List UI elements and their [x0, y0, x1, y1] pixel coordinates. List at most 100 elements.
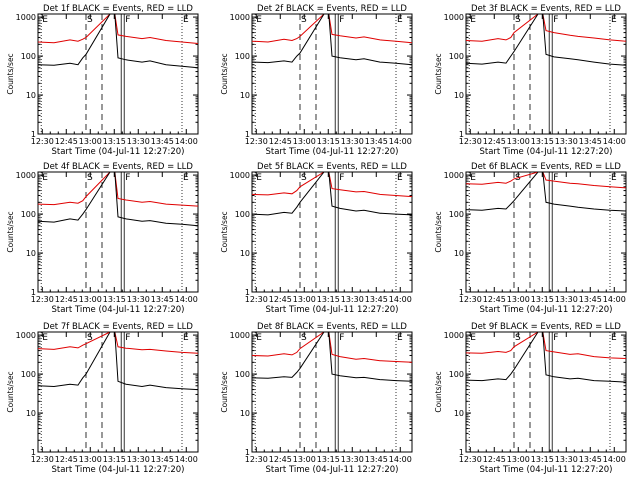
f-marker-label: F: [339, 15, 344, 25]
y-tick-label: 1000: [230, 171, 250, 180]
x-axis-label: Start Time (04-Jul-11 12:27:20): [52, 147, 185, 157]
y-tick-label: 1000: [444, 171, 464, 180]
x-tick-label: 14:00: [389, 137, 412, 146]
lld-series-line: [466, 332, 626, 359]
y-axis-label: Counts/sec: [6, 211, 15, 252]
e-marker-label: E: [397, 173, 403, 183]
y-axis-label: Counts/sec: [6, 53, 15, 94]
y-tick-label: 1000: [230, 331, 250, 340]
x-tick-label: 13:45: [151, 295, 174, 304]
series-group: [38, 172, 198, 227]
x-tick-label: 13:00: [507, 455, 530, 464]
plot-frame: [251, 171, 413, 293]
x-tick-label: 13:45: [579, 137, 602, 146]
lld-series-line: [466, 14, 626, 42]
y-tick-label: 100: [235, 370, 250, 379]
x-tick-label: 13:45: [151, 455, 174, 464]
x-tick-label: 14:00: [389, 295, 412, 304]
s-marker-label: S: [301, 173, 307, 183]
y-axis-label: Counts/sec: [434, 53, 443, 94]
y-tick-label: 100: [235, 52, 250, 61]
plot-frame: [465, 331, 627, 453]
marker-lines: [254, 14, 397, 134]
plot-panel-4: Det 4f BLACK = Events, RED = LLD 1000 100 1…: [6, 162, 199, 315]
y-tick-label: 10: [454, 409, 464, 418]
x-tick-label: 12:30: [31, 455, 54, 464]
x-axis-label: Start Time (04-Jul-11 12:27:20): [52, 465, 185, 475]
marker-lines: [40, 14, 183, 134]
y-tick-label: 1: [31, 130, 36, 139]
x-tick-label: 13:15: [531, 295, 554, 304]
f-marker-label: F: [553, 333, 558, 343]
y-tick-label: 1000: [16, 13, 36, 22]
e-marker-label: E: [611, 15, 617, 25]
events-series-line: [38, 14, 198, 69]
f-marker-label: F: [339, 333, 344, 343]
s-marker-label: S: [87, 15, 93, 25]
y-tick-label: 1: [245, 130, 250, 139]
plot-panel-2: Det 2f BLACK = Events, RED = LLD 1000 100 1…: [220, 4, 413, 157]
marker-lines: [254, 172, 397, 292]
y-tick-label: 10: [240, 91, 250, 100]
x-tick-label: 12:45: [483, 455, 506, 464]
x-tick-label: 13:45: [365, 455, 388, 464]
y-axis-label: Counts/sec: [434, 371, 443, 412]
y-tick-label: 10: [454, 249, 464, 258]
plot-frame: [37, 13, 199, 135]
events-series-line: [466, 14, 626, 66]
lld-series-line: [252, 14, 412, 44]
e-marker-label: E: [611, 333, 617, 343]
x-tick-label: 12:45: [269, 137, 292, 146]
plot-title: Det 2f BLACK = Events, RED = LLD: [257, 4, 407, 14]
x-tick-label: 13:30: [127, 137, 150, 146]
x-tick-label: 13:45: [365, 137, 388, 146]
x-tick-label: 13:30: [341, 137, 364, 146]
f-marker-label: F: [125, 15, 130, 25]
lld-series-line: [252, 172, 412, 198]
e-marker-label: E: [470, 333, 476, 343]
x-tick-label: 13:30: [555, 455, 578, 464]
events-series-line: [252, 14, 412, 66]
f-marker-label: F: [553, 173, 558, 183]
plot-panel-5: Det 5f BLACK = Events, RED = LLD 1000 100 1…: [220, 162, 413, 315]
x-tick-label: 13:15: [531, 455, 554, 464]
y-tick-label: 1000: [16, 171, 36, 180]
plot-panel-9: Det 9f BLACK = Events, RED = LLD 1000 100 1…: [434, 322, 627, 475]
x-axis-label: Start Time (04-Jul-11 12:27:20): [480, 305, 613, 315]
y-tick-label: 10: [26, 409, 36, 418]
plot-panel-1: Det 1f BLACK = Events, RED = LLD 1000 100 1…: [6, 4, 199, 157]
lld-series-line: [252, 332, 412, 363]
y-tick-label: 100: [449, 52, 464, 61]
plot-panel-8: Det 8f BLACK = Events, RED = LLD 1000 100 1…: [220, 322, 413, 475]
e-marker-label: E: [397, 333, 403, 343]
series-group: [466, 172, 626, 212]
x-tick-label: 12:30: [245, 137, 268, 146]
x-tick-label: 12:45: [483, 295, 506, 304]
plot-title: Det 6f BLACK = Events, RED = LLD: [471, 162, 621, 172]
events-series-line: [252, 172, 412, 216]
y-tick-label: 1000: [444, 331, 464, 340]
e-marker-label: E: [470, 173, 476, 183]
x-tick-label: 12:30: [31, 295, 54, 304]
series-group: [38, 332, 198, 391]
y-tick-label: 100: [235, 210, 250, 219]
e-marker-label: E: [397, 15, 403, 25]
x-tick-label: 13:00: [79, 137, 102, 146]
y-axis-label: Counts/sec: [220, 211, 229, 252]
x-tick-label: 13:00: [507, 137, 530, 146]
y-tick-label: 1000: [230, 13, 250, 22]
plot-frame: [37, 171, 199, 293]
y-axis-label: Counts/sec: [434, 211, 443, 252]
e-marker-label: E: [42, 333, 48, 343]
x-tick-label: 14:00: [175, 455, 198, 464]
events-series-line: [466, 172, 626, 212]
plot-title: Det 9f BLACK = Events, RED = LLD: [471, 322, 621, 332]
y-tick-label: 1: [31, 448, 36, 457]
x-tick-label: 12:45: [55, 295, 78, 304]
plot-title: Det 1f BLACK = Events, RED = LLD: [43, 4, 193, 14]
marker-lines: [254, 332, 397, 452]
plot-title: Det 8f BLACK = Events, RED = LLD: [257, 322, 407, 332]
y-tick-label: 10: [26, 91, 36, 100]
e-marker-label: E: [256, 173, 262, 183]
marker-lines: [468, 14, 611, 134]
